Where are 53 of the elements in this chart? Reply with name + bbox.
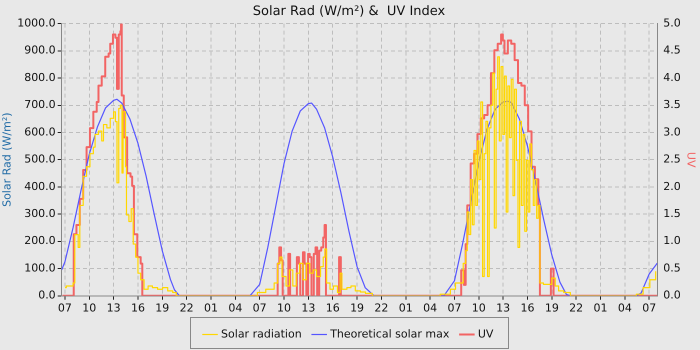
chart-title: Solar Rad (W/m²) & UV Index	[252, 4, 446, 20]
legend-label: UV	[478, 327, 494, 340]
x-tick-label: 19	[155, 301, 170, 314]
y2-tick-label: 2.0	[663, 180, 681, 193]
y2-tick-label: 3.5	[663, 98, 681, 112]
y2-tick-label: 1.5	[663, 207, 681, 220]
x-tick-label: 07	[642, 301, 656, 314]
x-tick-label: 19	[350, 301, 364, 314]
x-tick-label: 04	[228, 301, 242, 314]
y-axis-title: Solar Rad (W/m²)	[0, 112, 14, 207]
legend-label: Solar radiation	[221, 327, 302, 340]
x-tick-label: 19	[544, 301, 559, 314]
x-tick-label: 16	[520, 301, 534, 314]
y-tick-label: 700.0	[24, 98, 56, 112]
y-tick-label: 300.0	[24, 207, 56, 220]
x-tick-label: 16	[130, 301, 145, 314]
y-tick-label: 200.0	[24, 234, 56, 248]
x-tick-label: 04	[423, 301, 438, 314]
y-tick-label: 900.0	[24, 44, 56, 57]
y2-tick-label: 0.5	[663, 261, 681, 274]
x-tick-label: 01	[594, 301, 608, 314]
y-tick-label: 100.0	[24, 261, 56, 274]
x-tick-label: 13	[106, 301, 121, 314]
y2-tick-label: 0.0	[663, 288, 681, 302]
x-tick-label: 07	[58, 301, 72, 314]
y-tick-label: 0.0	[38, 288, 56, 302]
y2-axis-title: UV	[684, 152, 698, 168]
x-tick-label: 16	[326, 301, 340, 314]
x-tick-label: 07	[252, 301, 267, 314]
y-tick-label: 500.0	[24, 152, 56, 166]
y-tick-label: 1000.0	[17, 16, 56, 30]
y2-tick-label: 5.0	[663, 16, 681, 30]
y-tick-label: 600.0	[24, 125, 56, 138]
x-tick-label: 13	[301, 301, 316, 314]
x-tick-label: 22	[180, 301, 194, 314]
x-tick-label: 10	[472, 301, 486, 314]
x-tick-label: 10	[82, 301, 96, 314]
y2-tick-label: 1.0	[663, 234, 681, 248]
x-tick-label: 10	[277, 301, 292, 314]
legend-label: Theoretical solar max	[329, 327, 450, 340]
x-tick-label: 22	[374, 301, 388, 314]
x-tick-label: 07	[447, 301, 462, 314]
y2-tick-label: 2.5	[663, 152, 681, 166]
x-tick-label: 01	[204, 301, 218, 314]
x-tick-label: 04	[618, 301, 632, 314]
y2-tick-label: 4.5	[663, 44, 681, 57]
x-tick-label: 22	[569, 301, 584, 314]
y-tick-label: 800.0	[24, 70, 56, 84]
x-tick-label: 01	[398, 301, 413, 314]
y2-tick-label: 3.0	[663, 125, 681, 138]
x-tick-label: 13	[496, 301, 510, 314]
y2-tick-label: 4.0	[663, 70, 681, 84]
y-tick-label: 400.0	[24, 180, 56, 193]
